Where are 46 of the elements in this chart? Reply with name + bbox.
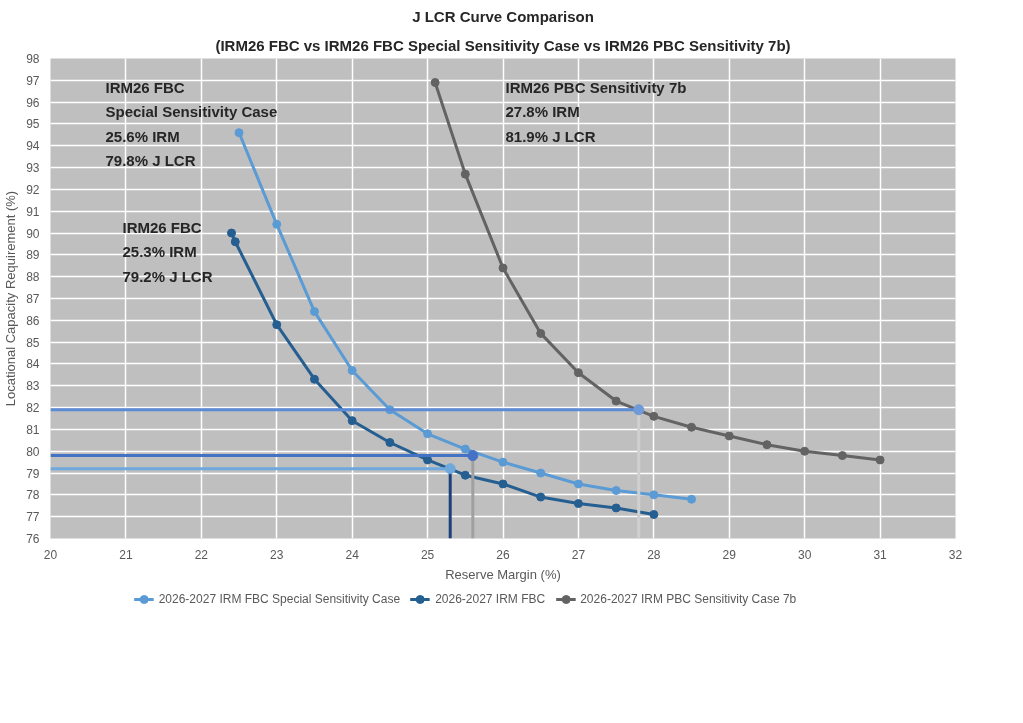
y-tick-label: 81 [26,422,40,437]
y-tick-label: 97 [26,73,40,88]
x-tick-label: 29 [722,547,737,562]
annotation: IRM26 PBC Sensitivity 7b 27.8% IRM 81.9% J LCR [505,78,687,145]
y-tick-label: 93 [26,161,40,176]
x-tick-label: 21 [119,547,133,562]
y-tick-label: 86 [26,313,40,328]
y-tick-label: 82 [26,401,40,416]
x-tick-label: 31 [873,547,888,562]
y-tick-label: 79 [26,466,40,481]
legend-label: 2026-2027 IRM FBC Special Sensitivity Case [158,592,401,606]
chart-title: J LCR Curve Comparison [412,7,594,25]
annotation: IRM26 FBC 25.3% IRM 79.2% J LCR [122,218,213,285]
y-tick-label: 94 [26,139,40,154]
y-tick-label: 91 [26,204,40,219]
x-tick-label: 24 [345,547,360,562]
y-tick-label: 87 [26,292,40,306]
legend-label: 2026-2027 IRM PBC Sensitivity Case 7b [580,592,797,606]
y-tick-label: 88 [26,270,40,285]
y-tick-label: 90 [26,226,40,241]
x-axis-title: Reserve Margin (%) [445,566,561,582]
legend-label: 2026-2027 IRM FBC [435,592,546,606]
x-tick-label: 32 [948,547,963,562]
y-tick-label: 85 [26,335,40,350]
x-tick-label: 22 [194,547,209,562]
y-tick-label: 84 [26,357,40,372]
annotation: IRM26 FBC Special Sensitivity Case 25.6% IRM 79.8% J LCR [105,78,278,170]
y-tick-label: 76 [26,532,40,546]
y-tick-label: 98 [26,52,40,66]
x-tick-label: 28 [647,547,661,562]
y-tick-label: 96 [26,95,40,110]
chart-subtitle: (IRM26 FBC vs IRM26 FBC Special Sensitivity Case vs IRM26 PBC Sensitivity 7b) [215,36,791,54]
x-tick-label: 20 [43,547,58,562]
x-tick-label: 23 [270,547,284,562]
y-tick-label: 77 [26,510,40,525]
y-tick-label: 83 [26,379,40,394]
x-tick-label: 26 [496,547,510,562]
y-tick-label: 80 [26,444,40,459]
y-tick-label: 89 [26,248,40,263]
y-axis-title: Locational Capacity Requirement (%) [3,190,19,407]
x-tick-label: 30 [797,547,812,562]
x-tick-label: 27 [571,547,586,562]
y-tick-label: 92 [26,182,40,197]
y-tick-label: 78 [26,488,40,503]
y-tick-label: 95 [26,117,40,132]
x-tick-label: 25 [420,547,435,562]
